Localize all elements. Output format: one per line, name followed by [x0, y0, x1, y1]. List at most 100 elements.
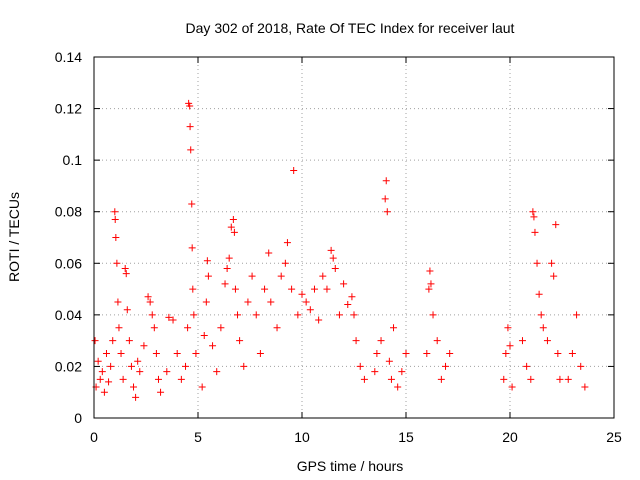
data-point: [294, 311, 302, 319]
data-point: [327, 246, 335, 254]
x-tick-label: 5: [194, 429, 202, 445]
data-point: [121, 264, 129, 272]
data-point: [288, 285, 296, 293]
data-point: [94, 357, 102, 365]
data-point: [136, 368, 144, 376]
data-point: [387, 375, 395, 383]
data-point: [398, 368, 406, 376]
data-point: [283, 239, 291, 247]
x-tick-label: 0: [90, 429, 98, 445]
data-point: [506, 342, 514, 350]
data-point: [146, 298, 154, 306]
data-point: [134, 357, 142, 365]
data-point: [177, 375, 185, 383]
data-point: [383, 208, 391, 216]
data-point: [123, 306, 131, 314]
data-point: [213, 368, 221, 376]
data-point: [157, 388, 165, 396]
data-point: [229, 215, 237, 223]
data-point: [209, 342, 217, 350]
data-point: [360, 375, 368, 383]
data-point: [442, 362, 450, 370]
x-axis: 0 5 10 15 20 25: [90, 57, 622, 445]
data-point: [315, 316, 323, 324]
y-tick-label: 0.14: [55, 49, 82, 65]
data-point: [306, 306, 314, 314]
data-point: [148, 311, 156, 319]
data-point: [348, 293, 356, 301]
data-point: [248, 272, 256, 280]
data-point: [504, 324, 512, 332]
x-tick-label: 15: [398, 429, 414, 445]
data-point: [385, 357, 393, 365]
data-point: [356, 362, 364, 370]
data-point: [182, 362, 190, 370]
data-point: [144, 293, 152, 301]
data-point: [111, 208, 119, 216]
data-point: [577, 362, 585, 370]
data-point: [125, 337, 133, 345]
data-point: [130, 383, 138, 391]
data-point: [573, 311, 581, 319]
data-point: [107, 362, 115, 370]
data-point: [186, 102, 194, 110]
data-point: [531, 228, 539, 236]
data-point: [152, 350, 160, 358]
data-point: [169, 316, 177, 324]
plot-frame: [93, 56, 615, 419]
data-point: [556, 375, 564, 383]
data-point: [244, 298, 252, 306]
chart-title: Day 302 of 2018, Rate Of TEC Index for r…: [186, 20, 515, 36]
data-point: [187, 146, 195, 154]
data-point: [429, 311, 437, 319]
data-point: [433, 337, 441, 345]
data-point: [382, 177, 390, 185]
y-tick-label: 0: [74, 410, 82, 426]
data-point: [189, 285, 197, 293]
data-point: [390, 324, 398, 332]
data-point: [502, 350, 510, 358]
data-point: [127, 362, 135, 370]
data-point: [188, 244, 196, 252]
data-point: [231, 285, 239, 293]
data-point: [204, 272, 212, 280]
data-point: [302, 298, 310, 306]
data-point: [184, 324, 192, 332]
data-point: [111, 215, 119, 223]
data-point: [91, 337, 99, 345]
data-point: [150, 324, 158, 332]
x-tick-label: 10: [294, 429, 310, 445]
data-point: [267, 298, 275, 306]
data-point: [115, 324, 123, 332]
data-point: [173, 350, 181, 358]
y-tick-label: 0.06: [55, 255, 82, 271]
data-point: [537, 311, 545, 319]
data-point: [298, 290, 306, 298]
y-tick-label: 0.04: [55, 307, 82, 323]
data-point: [230, 228, 238, 236]
data-point: [319, 272, 327, 280]
data-point: [188, 200, 196, 208]
data-point: [98, 368, 106, 376]
data-point: [527, 375, 535, 383]
data-point: [568, 350, 576, 358]
data-point: [132, 393, 140, 401]
data-point: [117, 350, 125, 358]
data-point: [221, 280, 229, 288]
y-axis-label: ROTI / TECUs: [6, 192, 22, 282]
data-point: [352, 337, 360, 345]
data-point: [508, 383, 516, 391]
data-point: [227, 223, 235, 231]
data-point: [535, 290, 543, 298]
data-point: [240, 362, 248, 370]
data-point: [344, 301, 352, 309]
data-point: [217, 324, 225, 332]
data-point: [265, 249, 273, 257]
data-point: [202, 298, 210, 306]
data-point: [140, 342, 148, 350]
data-point: [425, 285, 433, 293]
data-point: [154, 375, 162, 383]
data-point: [550, 272, 558, 280]
data-point: [223, 264, 231, 272]
